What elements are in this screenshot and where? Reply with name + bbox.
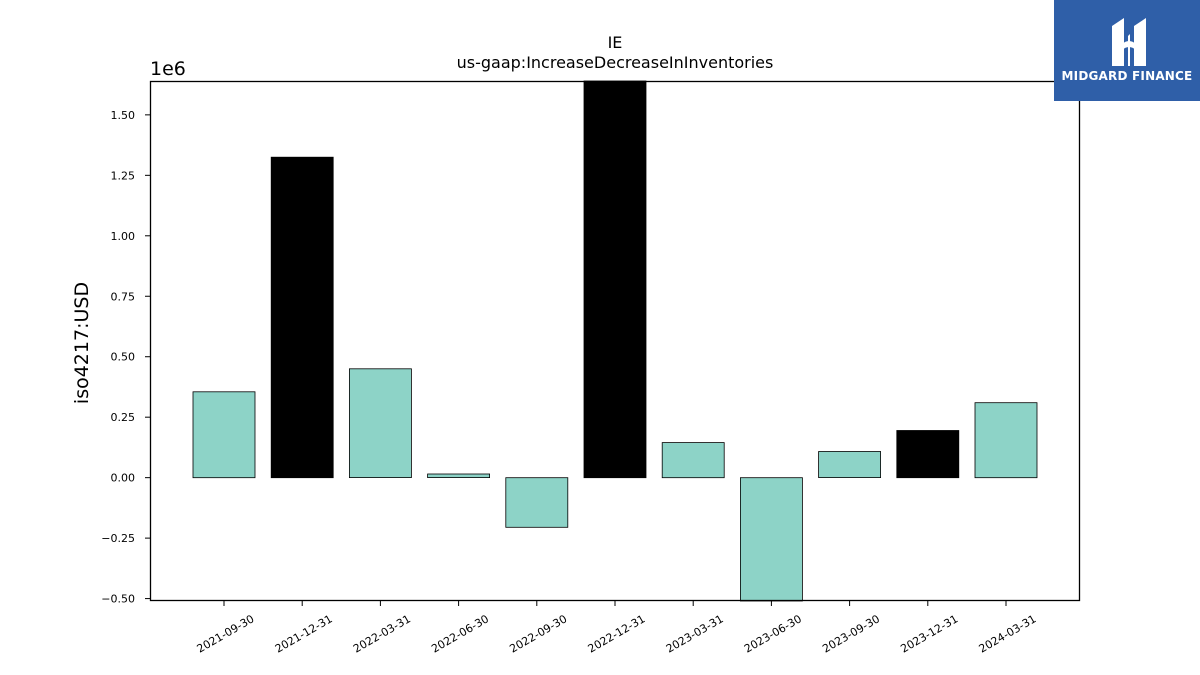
bar-2022-06-30	[427, 473, 491, 478]
x-tick-label: 2022-12-31	[586, 612, 648, 655]
x-tick-label: 2022-06-30	[429, 612, 491, 655]
y-tick-label: 0.50	[111, 351, 136, 364]
bar-2021-12-31	[270, 156, 334, 479]
x-tick-label: 2023-12-31	[898, 612, 960, 655]
y-tick-label: 1.00	[111, 230, 136, 243]
y-axis: −0.50 −0.25 0.00 0.25 0.50 0.75 1.00 1.25 1.50	[101, 109, 150, 606]
bar-2023-06-30	[740, 477, 803, 602]
plot-frame	[149, 80, 1081, 602]
logo-mark-icon	[1112, 18, 1146, 66]
x-tick-label: 2021-12-31	[273, 612, 335, 655]
x-tick-label: 2023-03-31	[664, 612, 726, 655]
chart-title: IE	[608, 33, 623, 52]
x-tick-label: 2021-09-30	[195, 612, 257, 655]
bar-2022-09-30	[505, 477, 569, 528]
y-tick-label: −0.50	[101, 593, 135, 606]
x-axis: 2021-09-30 2021-12-31 2022-03-31 2022-06-30…	[195, 601, 1039, 656]
x-tick-label: 2022-09-30	[507, 612, 569, 655]
brand-logo: MIDGARD FINANCE	[1054, 0, 1200, 101]
x-tick-label: 2023-09-30	[820, 612, 882, 655]
x-tick-label: 2023-06-30	[742, 612, 804, 655]
bar-2023-12-31	[896, 430, 960, 479]
bar-2024-03-31	[974, 402, 1038, 479]
y-axis-label: iso4217:USD	[71, 282, 93, 404]
y-tick-label: 1.25	[111, 169, 136, 182]
y-tick-label: 0.75	[111, 290, 136, 303]
y-tick-label: 0.25	[111, 411, 136, 424]
y-tick-label: 1.50	[111, 109, 136, 122]
bar-2023-09-30	[818, 451, 881, 479]
x-tick-label: 2024-03-31	[977, 612, 1039, 655]
y-axis-offset-label: 1e6	[150, 58, 186, 80]
y-tick-label: 0.00	[111, 472, 136, 485]
bar-2022-03-31	[348, 368, 412, 478]
x-tick-label: 2022-03-31	[351, 612, 413, 655]
bars-group	[192, 80, 1038, 602]
bar-2022-12-31	[583, 80, 647, 479]
y-tick-label: −0.25	[101, 532, 135, 545]
bar-2023-03-31	[661, 442, 725, 479]
brand-logo-text: MIDGARD FINANCE	[1061, 69, 1193, 83]
chart-subtitle: us-gaap:IncreaseDecreaseInInventories	[457, 53, 774, 72]
bar-2021-09-30	[192, 391, 256, 479]
